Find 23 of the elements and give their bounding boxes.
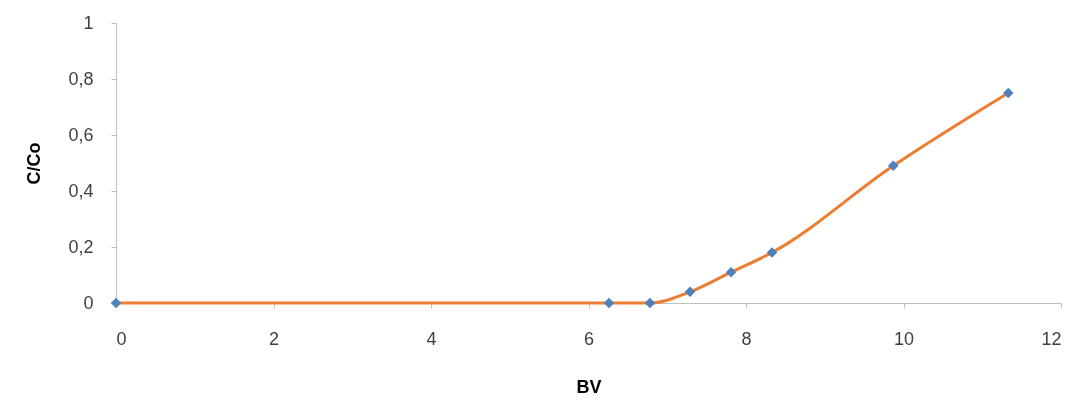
point [684,286,696,298]
y-tick-label: 0 [83,292,94,313]
y-tick-label: 0,8 [68,68,94,89]
x-tick-label: 2 [268,328,280,349]
y-tick-label: 0,4 [68,180,94,201]
point [1002,87,1014,99]
x-axis-title: BV [576,376,602,397]
x-tick-label: 6 [583,328,595,349]
x-tick-label: 0 [116,328,127,349]
point [644,297,656,309]
x-tick-label: 4 [426,328,437,349]
y-tick-label: 1 [83,12,94,33]
y-axis-title: C/Co [24,142,45,185]
y-tick-label: 0,6 [68,124,94,145]
point [725,266,737,278]
point [888,160,899,172]
x-tick-label: 8 [741,328,752,349]
x-tick-label: 10 [893,328,915,349]
y-tick-label: 0,2 [68,236,94,257]
x-tick-label: 12 [1041,328,1062,349]
point [766,247,778,258]
point [603,297,615,309]
point [110,297,122,309]
